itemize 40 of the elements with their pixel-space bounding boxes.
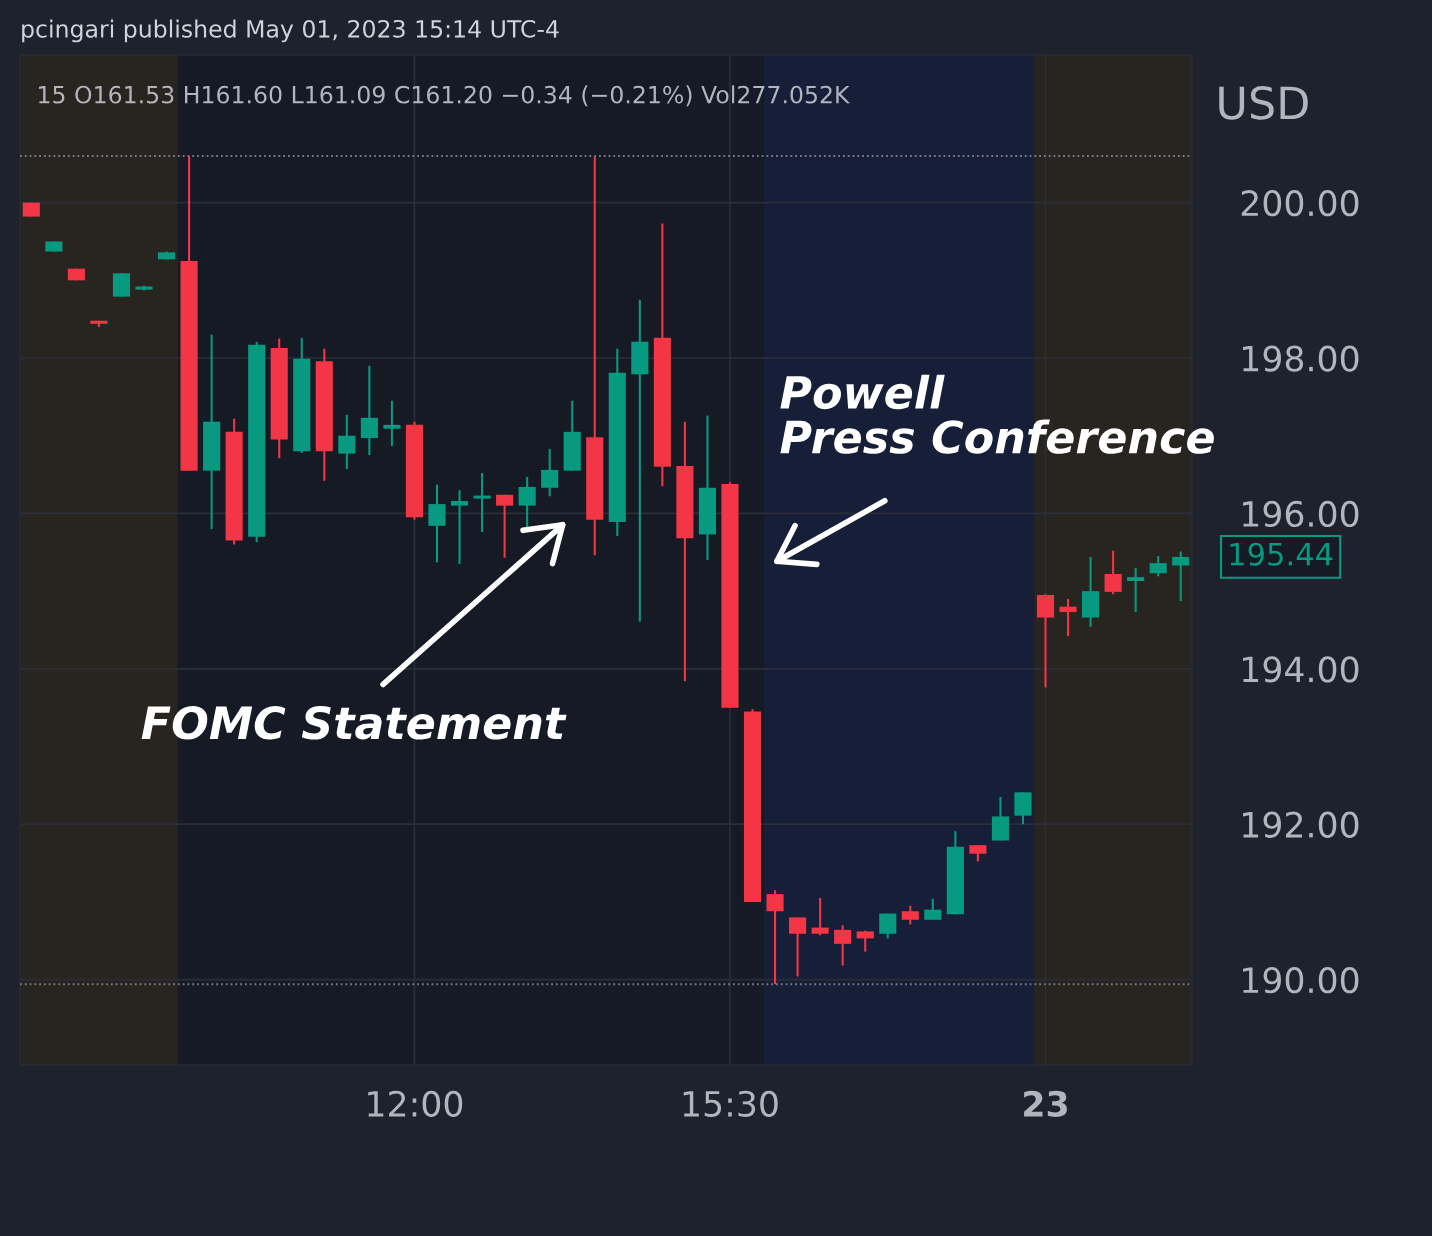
y-axis-title: USD <box>1219 86 1308 120</box>
x-tick-label: 23 <box>1024 1090 1067 1117</box>
candlestick <box>112 272 131 298</box>
y-tick-label: 194.00 <box>1243 656 1359 683</box>
y-tick-label: 196.00 <box>1243 500 1359 528</box>
candlestick <box>879 912 897 940</box>
candlestick <box>1127 566 1145 614</box>
annotation: FOMC Statement <box>141 705 567 740</box>
candlestick <box>766 889 784 986</box>
x-tick-label: 12:00 <box>368 1090 463 1117</box>
y-tick-label: 200.00 <box>1241 190 1359 217</box>
candlestick <box>496 493 514 559</box>
candlestick <box>631 298 649 623</box>
candlestick <box>450 489 469 565</box>
candlestick <box>834 924 852 967</box>
candlestick <box>360 364 378 457</box>
candlestick <box>1059 597 1077 638</box>
candlestick <box>473 471 491 534</box>
candlestick <box>541 447 559 498</box>
annotation: Powell Press Conference <box>780 374 1214 454</box>
candlestick <box>1014 791 1032 826</box>
candlestick <box>1149 555 1167 578</box>
text: 15 O161.53 H161.60 L161.09 C161.20 −0.34 (−0.21%) Vol277.052K <box>39 85 850 107</box>
text: 195.44 <box>1230 542 1333 566</box>
candlestick <box>428 483 446 564</box>
candlestick <box>518 475 536 530</box>
y-tick-label: 192.00 <box>1243 811 1359 838</box>
candlestick <box>1172 550 1190 603</box>
chart-title: pcingari published May 01, 2023 15:14 UTC-4 <box>22 19 559 43</box>
y-tick-label: 190.00 <box>1243 967 1359 994</box>
candlestick <box>338 413 356 471</box>
candlestick <box>811 896 829 937</box>
candlestick <box>383 399 401 447</box>
y-tick-label: 198.00 <box>1243 345 1359 372</box>
candlestick <box>1104 549 1122 596</box>
candlestick <box>789 916 807 978</box>
x-tick-label: 15:30 <box>683 1090 778 1117</box>
candlestick <box>1036 593 1055 689</box>
candlestick <box>924 897 942 921</box>
candlestick <box>901 904 919 926</box>
